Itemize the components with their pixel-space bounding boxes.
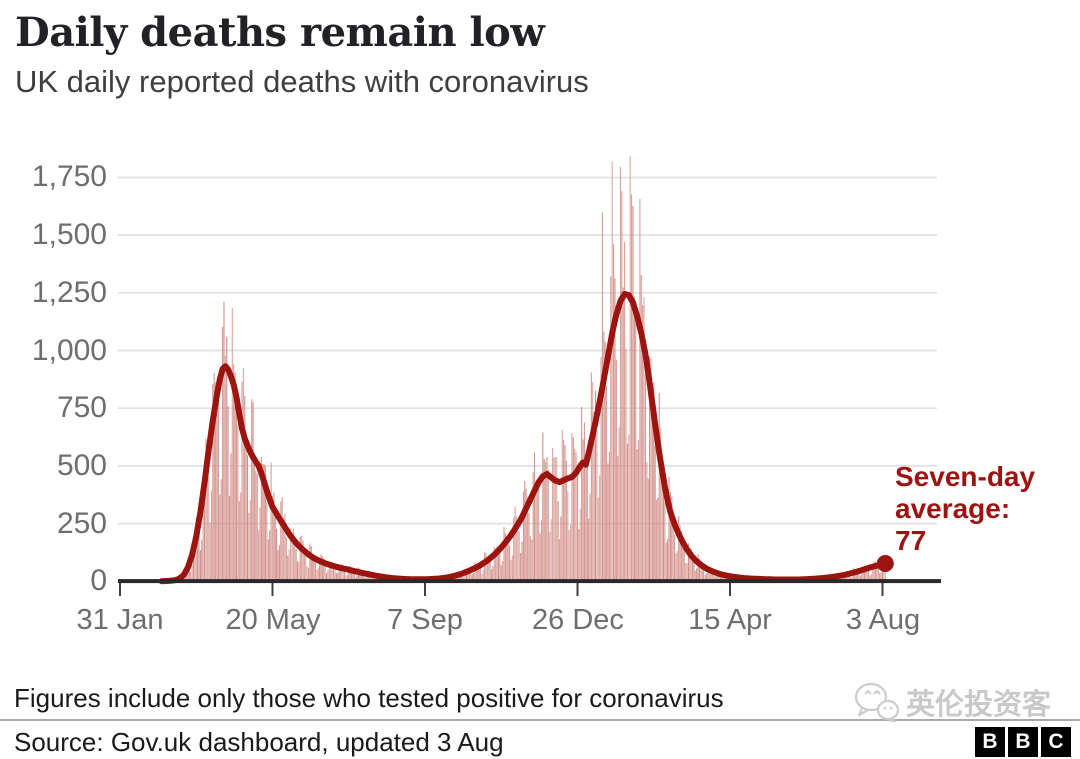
- bbc-logo-letter: B: [975, 727, 1005, 757]
- bbc-logo-letter: C: [1041, 727, 1071, 757]
- bars-daily-deaths: [163, 156, 886, 582]
- y-axis-tick-label: 1,500: [31, 218, 107, 251]
- y-axis-tick-label: 1,250: [31, 276, 107, 309]
- y-axis-tick-label: 0: [90, 564, 107, 597]
- bbc-logo-letter: B: [1008, 727, 1038, 757]
- gridlines: [118, 176, 937, 525]
- annotation-line-2: average:: [895, 493, 1011, 524]
- y-axis-tick-label: 250: [56, 507, 107, 540]
- x-axis-tick-label: 15 Apr: [688, 604, 772, 636]
- x-axis-tick-label: 20 May: [225, 604, 321, 636]
- wechat-icon: [854, 682, 900, 722]
- seven-day-average-annotation: Seven-day average: 77: [895, 461, 1075, 557]
- y-axis-tick-label: 750: [56, 391, 107, 424]
- y-axis-tick-label: 1,750: [31, 160, 107, 193]
- watermark: 英伦投资客: [854, 681, 1051, 723]
- bbc-logo: B B C: [975, 727, 1071, 757]
- footer-divider: [0, 719, 1080, 721]
- y-axis-tick-label: 1,000: [31, 334, 107, 367]
- x-axis-tick-label: 3 Aug: [845, 604, 921, 636]
- annotation-value: 77: [895, 525, 927, 556]
- x-axis-tick-label: 26 Dec: [532, 604, 624, 636]
- annotation-line-1: Seven-day: [895, 461, 1036, 492]
- x-axis-tick-label: 31 Jan: [76, 604, 164, 636]
- x-axis-ticks: [119, 583, 884, 596]
- x-axis-tick-label: 7 Sep: [387, 604, 463, 636]
- chart-footnote: Figures include only those who tested po…: [14, 683, 724, 713]
- x-axis-line: [118, 579, 941, 584]
- y-axis-tick-label: 500: [56, 449, 107, 482]
- latest-point-marker: [876, 555, 894, 572]
- chart-subtitle: UK daily reported deaths with coronaviru…: [15, 64, 589, 99]
- source-credit: Source: Gov.uk dashboard, updated 3 Aug: [14, 727, 504, 757]
- watermark-text: 英伦投资客: [906, 689, 1052, 721]
- page-title: Daily deaths remain low: [15, 9, 545, 56]
